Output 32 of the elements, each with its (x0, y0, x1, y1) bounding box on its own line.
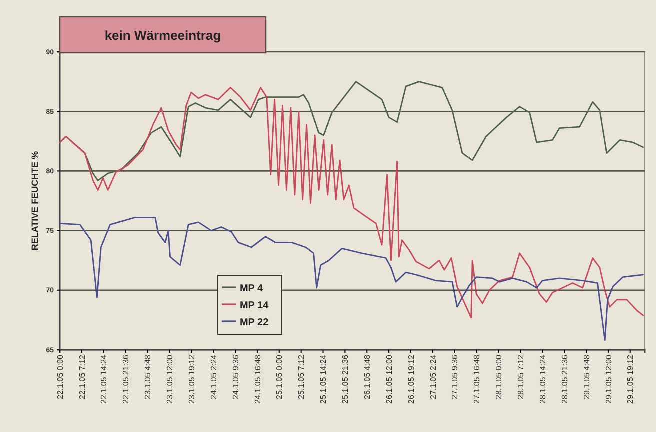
x-tick-label: 25.1.05 21:36 (340, 354, 350, 404)
x-tick-label: 23.1.05 4:48 (144, 354, 153, 400)
x-tick-label: 22.1.05 0:00 (56, 354, 65, 400)
x-tick-label: 26.1.05 4:48 (362, 354, 372, 400)
x-tick-label: 22.1.05 7:12 (78, 354, 87, 400)
x-tick-label: 28.1.05 0:00 (494, 354, 504, 400)
x-tick-label: 28.1.05 14:24 (538, 354, 548, 404)
x-tick-label: 24.1.05 2:24 (209, 354, 218, 400)
x-tick-label: 26.1.05 19:12 (406, 354, 416, 404)
x-tick-label: 27.1.05 2:24 (428, 354, 438, 400)
x-tick-label: 25.1.05 7:12 (297, 354, 306, 400)
x-tick-label: 24.1.05 9:36 (231, 354, 240, 400)
x-tick-label: 23.1.05 19:12 (187, 354, 196, 404)
x-tick-label: 27.1.05 16:48 (472, 354, 482, 404)
chart-title: kein Wärmeeintrag (104, 28, 222, 43)
legend-label: MP 22 (240, 318, 270, 328)
x-tick-label: 28.1.05 7:12 (516, 354, 526, 400)
x-tick-label: 25.1.05 14:24 (319, 354, 328, 404)
x-tick-label: 24.1.05 16:48 (253, 354, 262, 404)
x-tick-label: 28.1.05 21:36 (560, 354, 570, 404)
x-tick-label: 26.1.05 12:00 (384, 354, 394, 404)
x-tick-label: 25.1.05 0:00 (275, 354, 284, 400)
x-tick-label: 27.1.05 9:36 (450, 354, 460, 400)
y-axis-title: RELATIVE FEUCHTE % (30, 151, 40, 251)
legend-label: MP 4 (240, 284, 264, 294)
x-tick-label: 29.1.05 4:48 (582, 354, 592, 400)
x-tick-label: 23.1.05 12:00 (165, 354, 174, 404)
x-tick-label: 29.1.05 12:00 (604, 354, 614, 404)
x-tick-label: 29.1.05 19:12 (626, 354, 636, 404)
x-tick-label: 22.1.05 14:24 (100, 354, 109, 404)
legend-label: MP 14 (240, 300, 270, 312)
x-tick-label: 22.1.05 21:36 (122, 354, 131, 404)
